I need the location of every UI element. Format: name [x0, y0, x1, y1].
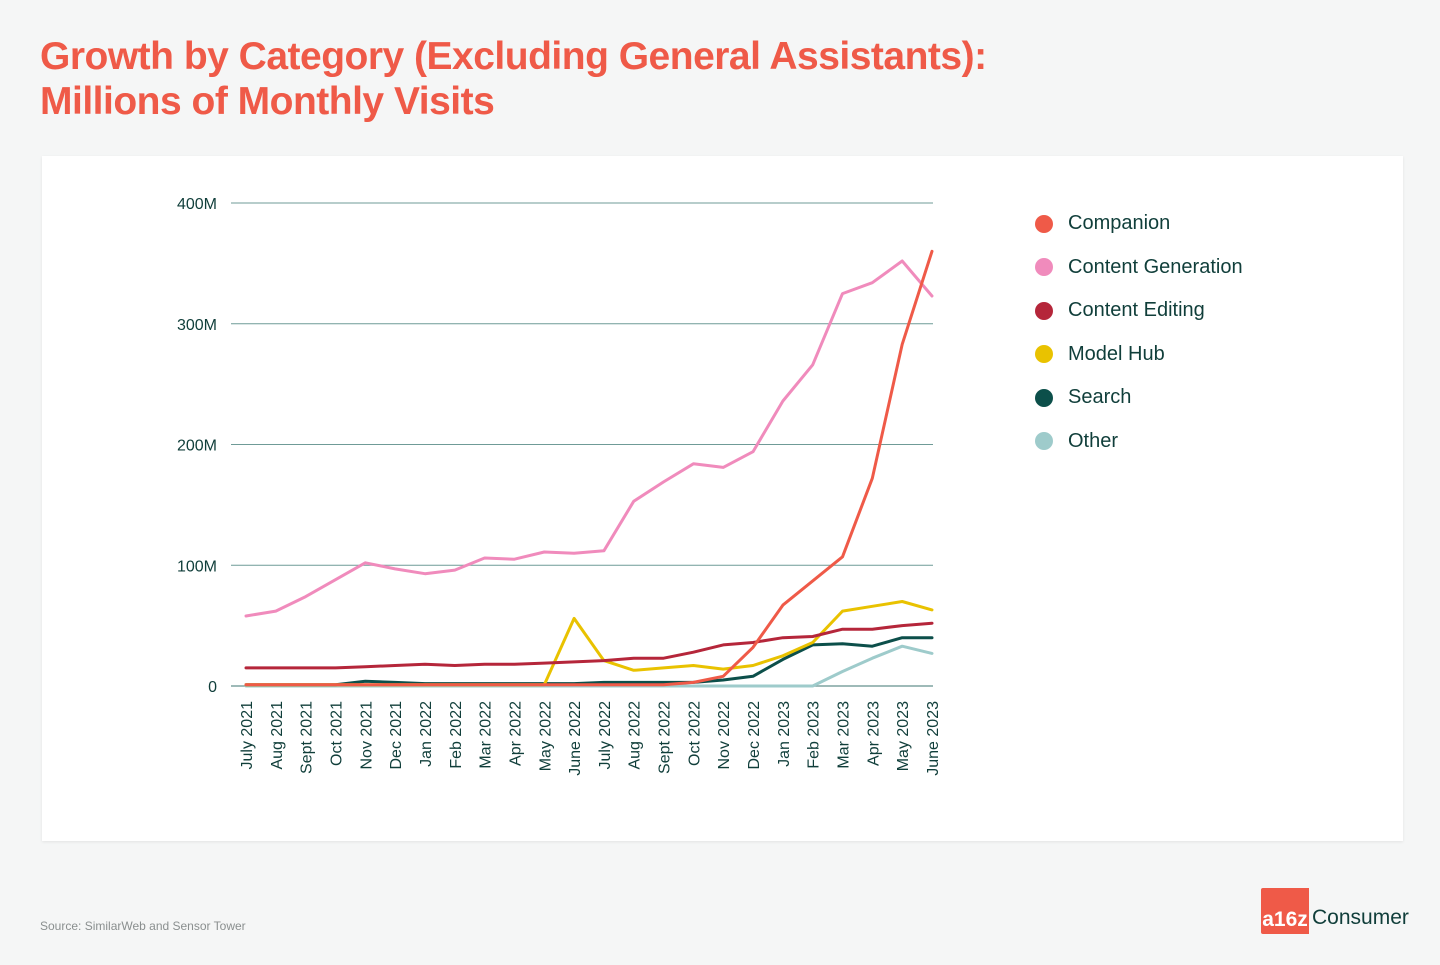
legend-item: Model Hub [1035, 333, 1243, 377]
x-tick-label: Oct 2022 [686, 701, 703, 766]
legend-item: Content Generation [1035, 246, 1243, 290]
x-tick-label: June 2023 [925, 701, 942, 776]
x-tick-label: Feb 2023 [806, 701, 823, 769]
legend-item: Search [1035, 376, 1243, 420]
legend-swatch [1035, 258, 1053, 277]
x-tick-label: Apr 2023 [865, 701, 882, 766]
x-tick-label: Feb 2022 [448, 701, 465, 769]
x-tick-label: Oct 2021 [328, 701, 345, 766]
legend-label: Search [1068, 386, 1132, 409]
chart-card: 0 100M 200M 300M 400M July 2021 Aug 2021 Sept 2… [42, 156, 1403, 841]
line-chart: 0 100M 200M 300M 400M July 2021 Aug 2021 Sept 2… [177, 196, 942, 776]
legend-swatch [1035, 214, 1053, 233]
x-tick-label: Sept 2022 [657, 701, 674, 774]
series-line-content-editing [244, 621, 934, 670]
legend-item: Content Editing [1035, 289, 1243, 333]
x-tick-label: Dec 2022 [746, 701, 763, 770]
legend-swatch [1035, 388, 1053, 407]
x-tick-label: Aug 2021 [269, 701, 286, 770]
x-tick-label: Sept 2021 [299, 701, 316, 774]
series-line-companion [244, 249, 934, 687]
legend-label: Companion [1068, 212, 1171, 235]
x-tick-label: Nov 2022 [716, 701, 733, 770]
brand-logo: a16z Consumer [1261, 888, 1409, 934]
y-tick-label: 200M [177, 438, 217, 455]
legend-item: Other [1035, 420, 1243, 464]
legend-label: Model Hub [1068, 342, 1165, 365]
x-tick-label: July 2022 [597, 701, 614, 770]
legend-label: Content Generation [1068, 255, 1243, 278]
y-tick-label: 100M [177, 558, 217, 575]
brand-text: Consumer [1312, 906, 1409, 929]
x-tick-label: Apr 2022 [507, 701, 524, 766]
x-tick-label: Nov 2021 [358, 701, 375, 770]
chart-legend: Companion Content Generation Content Editi… [1035, 202, 1243, 463]
y-tick-label: 0 [208, 679, 217, 696]
x-tick-label: June 2022 [567, 701, 584, 776]
x-tick-label: July 2021 [239, 701, 256, 770]
x-tick-label: Jan 2022 [418, 701, 435, 767]
source-note: Source: SimilarWeb and Sensor Tower [40, 919, 246, 933]
y-tick-label: 300M [177, 317, 217, 334]
brand-mark: a16z [1261, 888, 1309, 934]
chart-title: Growth by Category (Excluding General As… [40, 34, 987, 124]
series-line-search [244, 636, 934, 687]
series-line-content-generation [244, 259, 934, 618]
x-tick-label: Mar 2022 [478, 701, 495, 769]
x-tick-label: Jan 2023 [776, 701, 793, 767]
y-tick-label: 400M [177, 196, 217, 213]
legend-label: Content Editing [1068, 299, 1205, 322]
x-tick-label: Dec 2021 [388, 701, 405, 770]
x-tick-label: May 2023 [895, 701, 912, 771]
x-tick-label: Aug 2022 [627, 701, 644, 770]
legend-swatch [1035, 301, 1053, 320]
x-tick-label: May 2022 [537, 701, 554, 771]
chart-title-line-1: Growth by Category (Excluding General As… [40, 35, 987, 78]
legend-item: Companion [1035, 202, 1243, 246]
chart-title-line-2: Millions of Monthly Visits [40, 80, 495, 123]
x-tick-label: Mar 2023 [836, 701, 853, 769]
legend-swatch [1035, 345, 1053, 364]
legend-swatch [1035, 432, 1053, 451]
legend-label: Other [1068, 429, 1119, 452]
